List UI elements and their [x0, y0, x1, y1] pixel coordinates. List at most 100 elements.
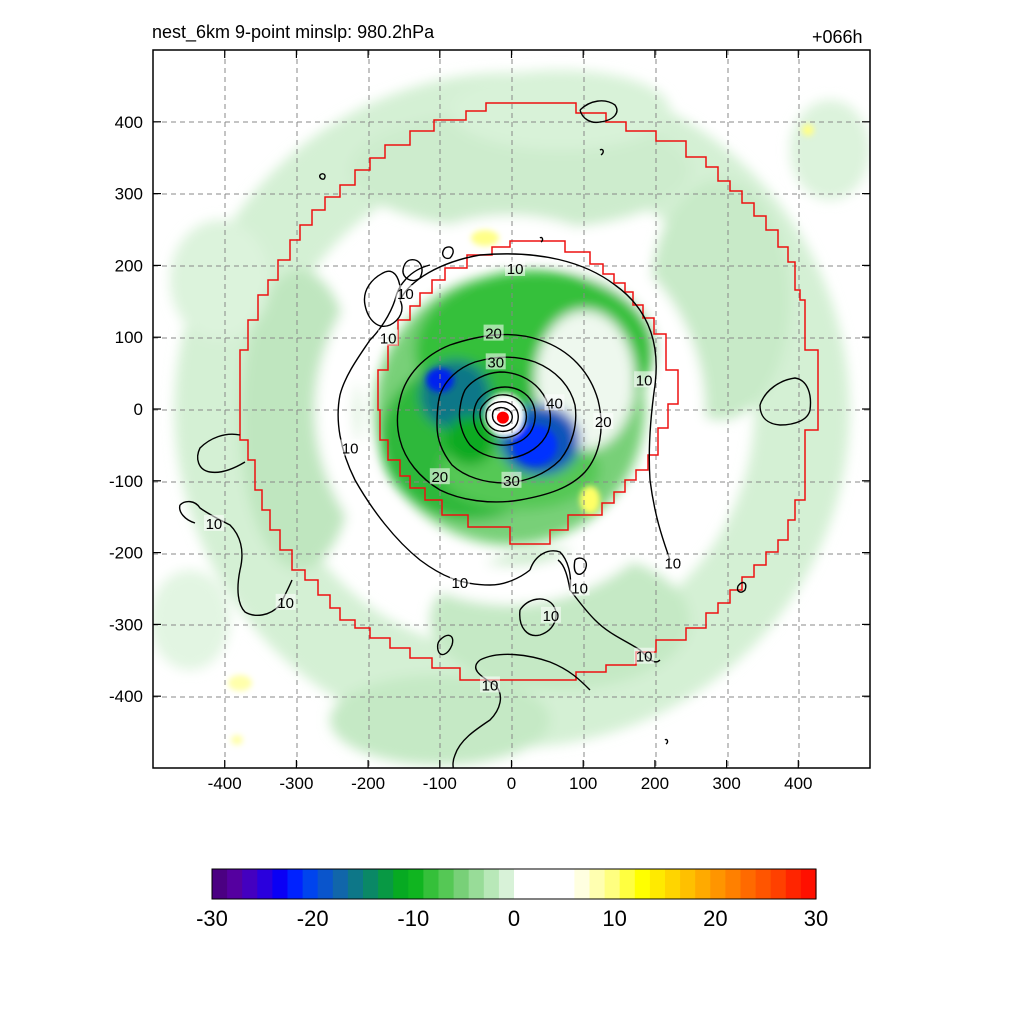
y-tick-label: 400 [115, 113, 143, 132]
x-tick-label: 100 [569, 774, 597, 793]
contour-label-bg [485, 353, 506, 370]
y-tick-label: 300 [115, 185, 143, 204]
contour-label: 20 [485, 326, 502, 343]
contour-label-bg [479, 676, 500, 693]
colorbar-swatch [332, 869, 349, 899]
colorbar-swatch [242, 869, 258, 899]
contour-label-bg [662, 554, 683, 571]
colorbar-tick-label: 10 [602, 906, 626, 931]
contour-label: 10 [664, 555, 681, 572]
colorbar [212, 869, 817, 899]
colorbar-swatch [363, 869, 379, 899]
axis-ticks [153, 50, 870, 768]
colorbar-swatch [785, 869, 802, 899]
contour-label: 10 [571, 581, 588, 598]
y-tick-label: 100 [115, 328, 143, 347]
colorbar-swatch [347, 869, 364, 899]
colorbar-swatch [212, 869, 228, 899]
contour-label: 10 [397, 286, 414, 303]
colorbar-swatch [725, 869, 742, 899]
colorbar-swatch [227, 869, 243, 899]
colorbar-swatch [634, 869, 651, 899]
y-axis-tick-labels: 400 300 200 100 0 -100 -200 -300 -400 [109, 113, 143, 706]
colorbar-swatch [272, 869, 289, 899]
contour-label-bg [593, 412, 614, 429]
x-tick-label: -200 [351, 774, 385, 793]
storm-center-marker [496, 411, 509, 424]
x-tick-label: -300 [279, 774, 313, 793]
colorbar-tick-label: -20 [297, 906, 329, 931]
x-axis-tick-labels: -400 -300 -200 -100 0 100 200 300 400 [208, 774, 813, 793]
contour-label-bg [203, 514, 224, 531]
colorbar-swatch [604, 869, 621, 899]
colorbar-frame [211, 868, 817, 900]
forecast-hour-label: +066h [812, 27, 863, 47]
colorbar-swatch [800, 869, 817, 899]
x-tick-label: 400 [784, 774, 812, 793]
colorbar-swatch [498, 869, 515, 899]
colorbar-swatch [393, 869, 409, 899]
colorbar-swatch [619, 869, 636, 899]
contour-label-bg [505, 259, 526, 276]
contour-label-bg [501, 471, 522, 488]
contour-label: 10 [380, 331, 397, 348]
colorbar-swatch [317, 869, 334, 899]
colorbar-swatch [423, 869, 440, 899]
colorbar-swatch [589, 869, 606, 899]
colorbar-swatch [483, 869, 500, 899]
colorbar-tick-label: 30 [804, 906, 828, 931]
colorbar-swatch [740, 869, 757, 899]
colorbar-swatch [302, 869, 319, 899]
x-tick-label: -100 [423, 774, 457, 793]
contour-label: 20 [595, 414, 612, 431]
colorbar-swatch [680, 869, 696, 899]
y-tick-label: 200 [115, 256, 143, 275]
contour-label: 10 [277, 595, 294, 612]
contour-label: 30 [487, 354, 504, 371]
colorbar-swatch [544, 869, 560, 899]
grid-lines [153, 50, 870, 768]
colorbar-tick-label: -30 [196, 906, 228, 931]
contour-label-bg [483, 324, 504, 341]
y-tick-label: -200 [109, 544, 143, 563]
colorbar-swatch [529, 869, 545, 899]
contour-label: 10 [342, 440, 359, 457]
outer-nest-boundary [239, 102, 819, 681]
colorbar-tick-label: -10 [397, 906, 429, 931]
shaded-field [153, 70, 870, 765]
contour-label: 10 [482, 677, 499, 694]
colorbar-swatch [559, 869, 575, 899]
contour-label: 10 [636, 372, 653, 389]
colorbar-swatch [770, 869, 787, 899]
contour-label: 20 [431, 469, 448, 486]
colorbar-swatch [574, 869, 591, 899]
contour-label: 10 [507, 261, 524, 278]
y-tick-label: 0 [134, 400, 143, 419]
colorbar-tick-labels: -30 -20 -10 0 10 20 30 [196, 906, 828, 931]
x-tick-label: 0 [507, 774, 516, 793]
colorbar-swatch [438, 869, 455, 899]
contour-label: 40 [546, 395, 563, 412]
colorbar-swatch [287, 869, 304, 899]
x-tick-label: 300 [712, 774, 740, 793]
colorbar-swatch [649, 869, 666, 899]
colorbar-swatch [755, 869, 772, 899]
colorbar-swatch [710, 869, 726, 899]
contour-label-bg [275, 593, 296, 610]
y-tick-label: -300 [109, 615, 143, 634]
colorbar-swatch [514, 869, 530, 899]
contour-label: 10 [543, 608, 560, 625]
contour-label-bg [634, 371, 655, 388]
chart-title: nest_6km 9-point minslp: 980.2hPa [152, 22, 435, 42]
y-tick-label: -400 [109, 687, 143, 706]
colorbar-tick-label: 20 [703, 906, 727, 931]
colorbar-swatch [378, 869, 394, 899]
contour-label-bg [340, 439, 361, 456]
contour-label-bg [544, 394, 565, 411]
contour-label-bg [395, 285, 416, 302]
colorbar-swatch [468, 869, 485, 899]
colorbar-swatch [695, 869, 711, 899]
colorbar-swatch [453, 869, 470, 899]
colorbar-swatch [665, 869, 681, 899]
